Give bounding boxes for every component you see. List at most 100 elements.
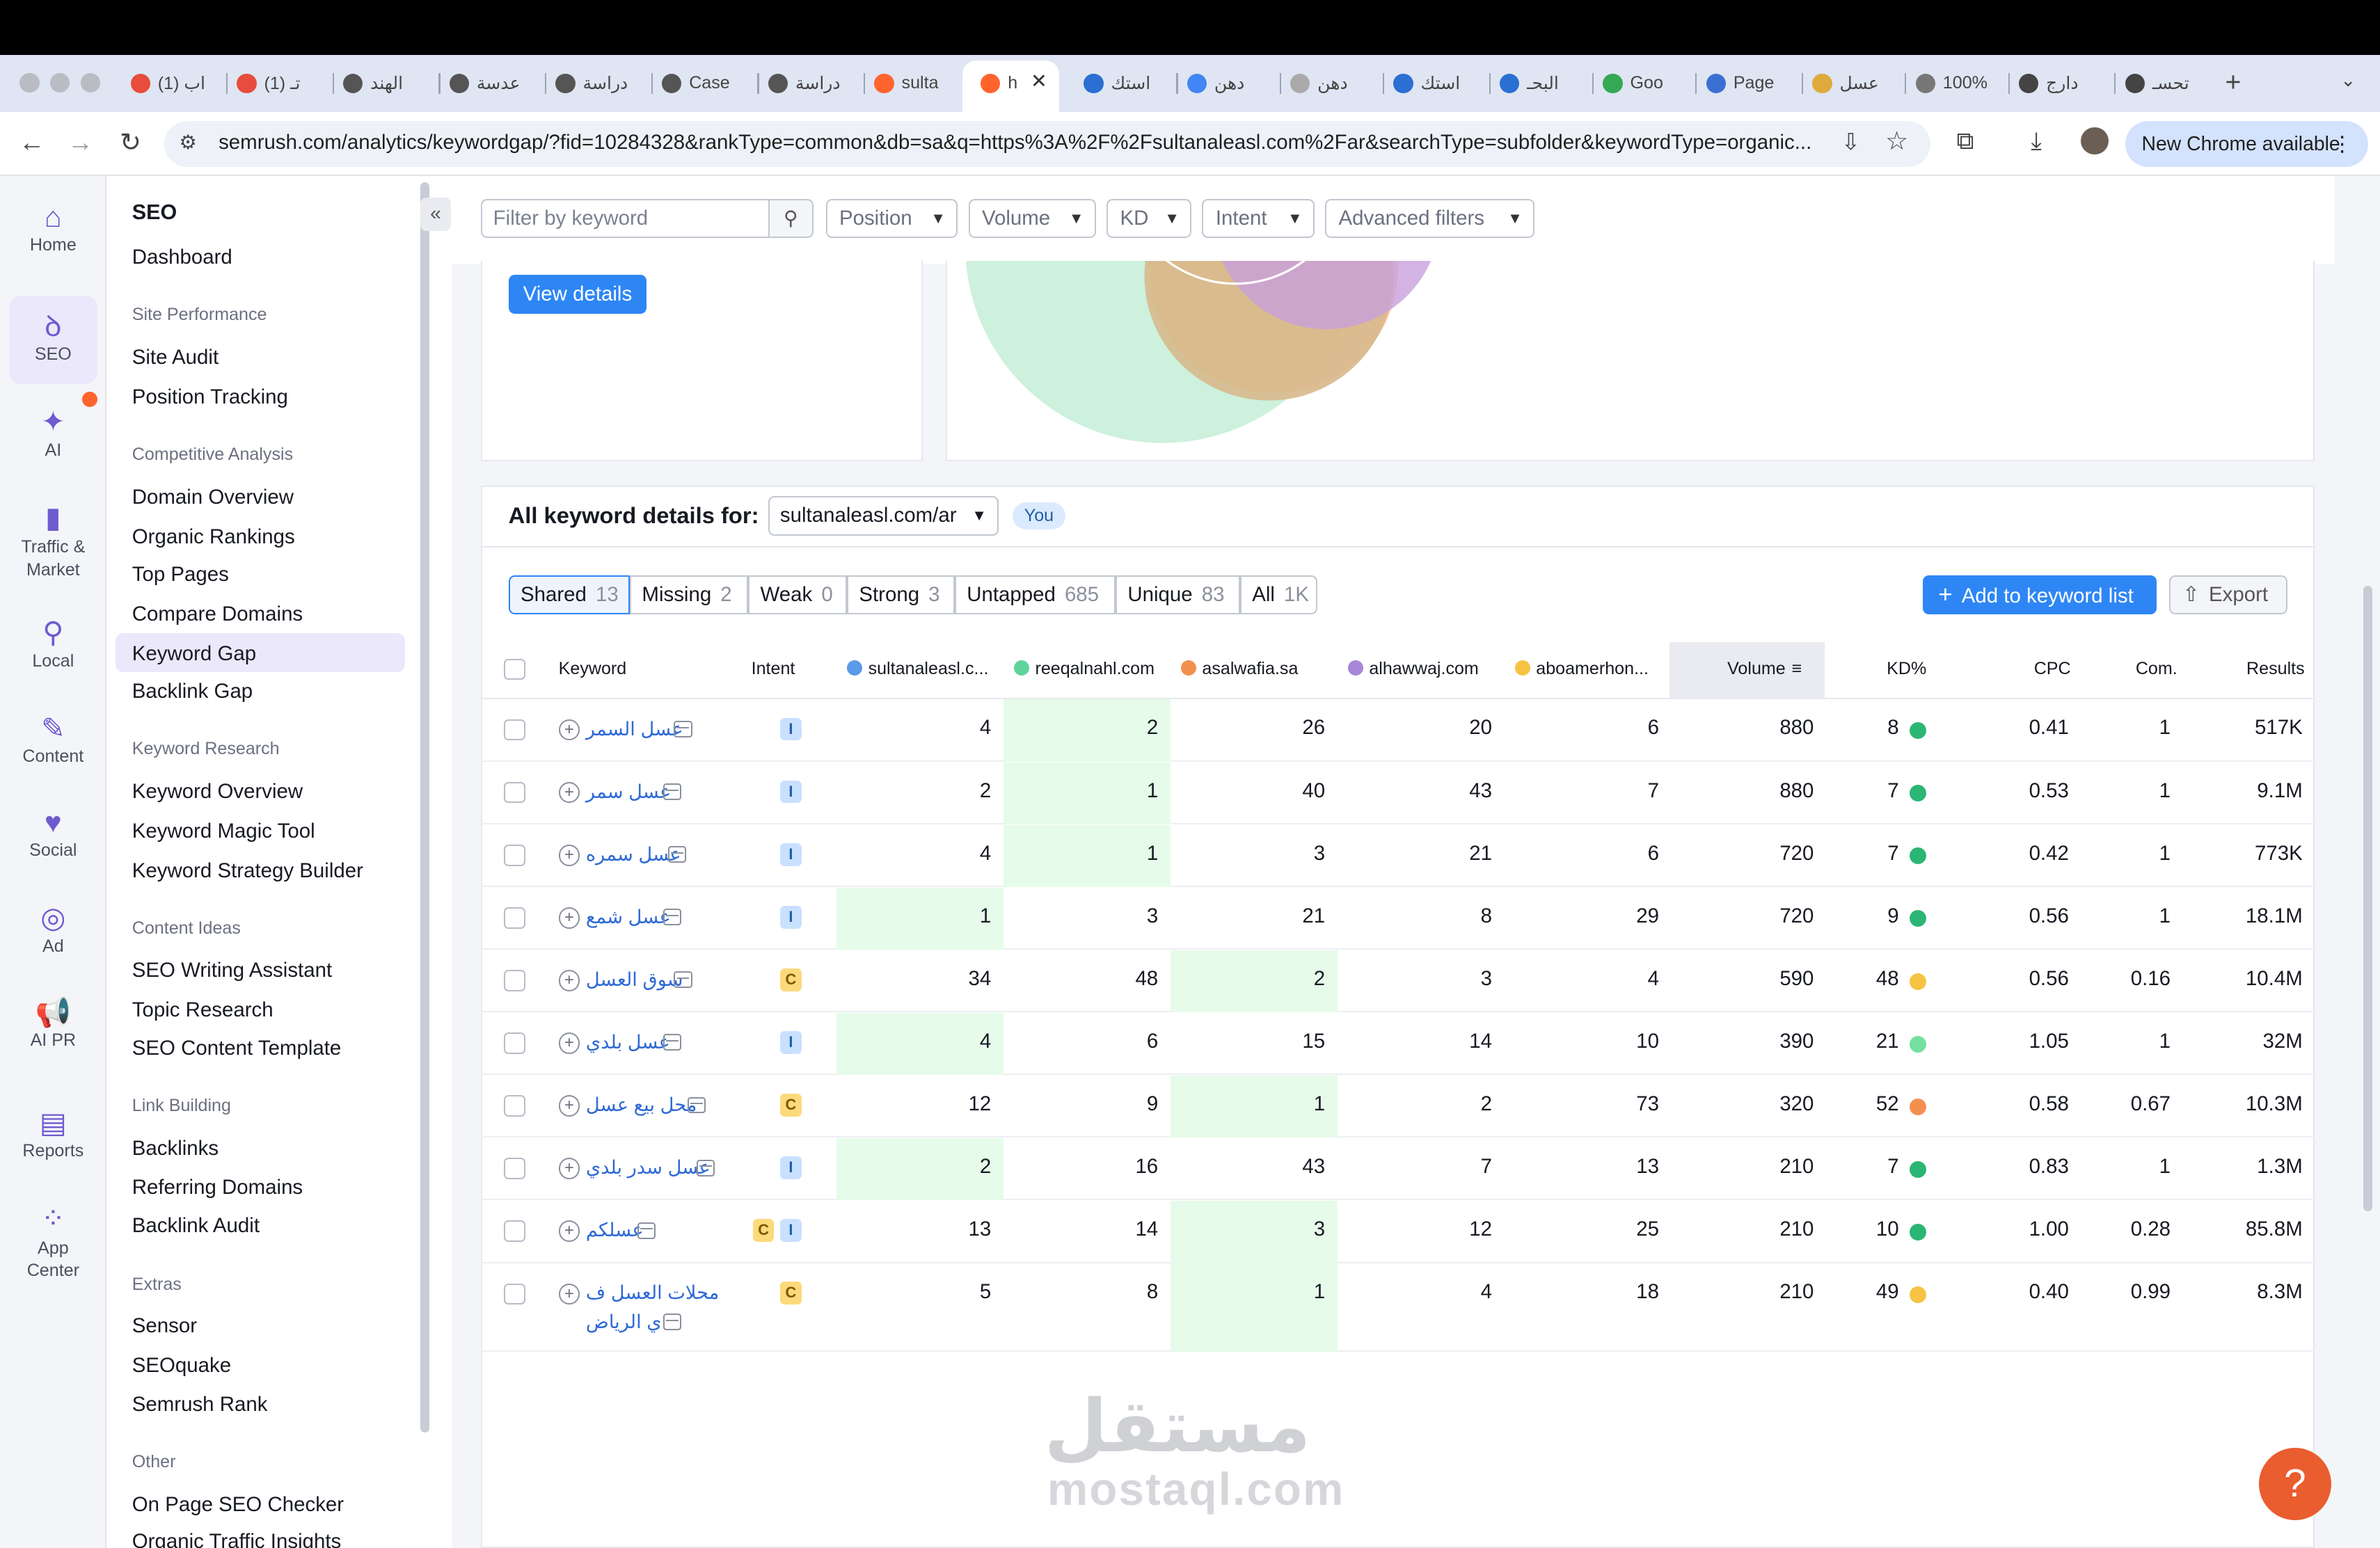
tab-unique[interactable]: Unique 83 (1116, 575, 1240, 615)
nav-backlinks[interactable]: Backlinks (132, 1136, 219, 1160)
search-icon[interactable]: ⚲ (768, 198, 814, 239)
rail-app-center[interactable]: ⁘ App Center (9, 1200, 97, 1282)
col-volume[interactable]: Volume ≡ (1727, 659, 1802, 679)
row-checkbox[interactable] (504, 1283, 525, 1305)
serp-features-icon[interactable] (674, 721, 692, 738)
nav-sensor[interactable]: Sensor (132, 1314, 198, 1337)
nav-keyword-gap[interactable]: Keyword Gap (132, 641, 257, 665)
keyword-link[interactable]: عسل سمره (585, 843, 681, 865)
add-keyword-icon[interactable]: + (558, 1095, 580, 1117)
new-tab-icon[interactable]: + (2225, 66, 2242, 97)
browser-tab[interactable]: (1) اب (130, 67, 216, 100)
nav-keyword-overview[interactable]: Keyword Overview (132, 780, 303, 804)
nav-scrollbar[interactable] (420, 182, 430, 1433)
collapse-nav-icon[interactable]: « (420, 197, 451, 231)
downloads-icon[interactable]: ⤓ (2031, 127, 2042, 155)
nav-keyword-magic-tool[interactable]: Keyword Magic Tool (132, 819, 315, 843)
window-close-button[interactable] (19, 72, 40, 93)
tab-missing[interactable]: Missing 2 (630, 575, 749, 615)
rail-home[interactable]: ⌂ Home (9, 199, 97, 255)
add-keyword-icon[interactable]: + (558, 970, 580, 991)
window-zoom-button[interactable] (80, 72, 100, 93)
page-scrollbar[interactable] (2363, 585, 2373, 1211)
rail-reports[interactable]: ▤ Reports (9, 1105, 97, 1161)
rail-content[interactable]: ✎ Content (9, 710, 97, 767)
col-domain-1[interactable]: sultanaleasl.c... (847, 659, 988, 679)
col-cpc[interactable]: CPC (2033, 658, 2071, 678)
serp-features-icon[interactable] (663, 909, 682, 926)
browser-tab[interactable]: Goo (1603, 67, 1688, 100)
keyword-link[interactable]: عسل السمر (585, 717, 683, 740)
keyword-link[interactable]: عسل شمع (585, 905, 671, 927)
serp-features-icon[interactable] (663, 1314, 682, 1331)
add-keyword-icon[interactable]: + (558, 719, 580, 741)
row-checkbox[interactable] (504, 1158, 525, 1179)
add-to-keyword-list-button[interactable]: + Add to keyword list (1923, 575, 2157, 615)
rail-ad[interactable]: ◎ Ad (9, 900, 97, 956)
col-intent[interactable]: Intent (751, 658, 795, 678)
add-keyword-icon[interactable]: + (558, 781, 580, 804)
add-keyword-icon[interactable]: + (558, 1032, 580, 1054)
keyword-link[interactable]: محل بيع عسل (585, 1094, 697, 1116)
row-checkbox[interactable] (504, 1095, 525, 1117)
browser-tab[interactable]: Case (661, 67, 747, 100)
nav-backlink-gap[interactable]: Backlink Gap (132, 680, 253, 703)
serp-features-icon[interactable] (674, 971, 692, 989)
row-checkbox[interactable] (504, 719, 525, 741)
close-tab-icon[interactable]: ✕ (1030, 70, 1047, 93)
volume-filter[interactable]: Volume ▼ (968, 198, 1096, 239)
nav-site-audit[interactable]: Site Audit (132, 346, 219, 369)
browser-tab[interactable]: دارج (2018, 67, 2104, 100)
position-filter[interactable]: Position ▼ (825, 198, 958, 239)
nav-organic-traffic-insights[interactable]: Organic Traffic Insights (132, 1529, 342, 1548)
browser-tab[interactable]: عدسة (449, 67, 534, 100)
nav-domain-overview[interactable]: Domain Overview (132, 485, 294, 509)
row-checkbox[interactable] (504, 1220, 525, 1243)
rail-social[interactable]: ♥ Social (9, 804, 97, 861)
row-checkbox[interactable] (504, 781, 525, 804)
tab-weak[interactable]: Weak 0 (748, 575, 848, 615)
browser-tab[interactable]: (1) تـ (237, 67, 322, 100)
rail-traffic[interactable]: ▮ Traffic & Market (9, 500, 97, 582)
nav-semrush-rank[interactable]: Semrush Rank (132, 1393, 268, 1417)
nav-top-pages[interactable]: Top Pages (132, 563, 229, 587)
browser-tab[interactable]: دهن (1187, 67, 1272, 100)
browser-tab[interactable]: استك (1393, 67, 1478, 100)
add-keyword-icon[interactable]: + (558, 845, 580, 866)
keyword-link[interactable]: عسل بلدي (585, 1031, 670, 1053)
col-results[interactable]: Results (2246, 658, 2305, 678)
add-keyword-icon[interactable]: + (558, 1158, 580, 1179)
site-info-icon[interactable]: ⚙ (179, 131, 197, 154)
active-tab[interactable] (962, 61, 1060, 113)
col-domain-2[interactable]: reeqalnahl.com (1013, 659, 1155, 679)
nav-compare-domains[interactable]: Compare Domains (132, 602, 303, 625)
serp-features-icon[interactable] (663, 783, 682, 801)
filter-by-keyword-input[interactable]: Filter by keyword (481, 198, 770, 239)
select-all-checkbox[interactable] (504, 658, 525, 680)
browser-tab[interactable]: 100% (1915, 67, 2001, 100)
nav-seo-content-template[interactable]: SEO Content Template (132, 1036, 342, 1060)
advanced-filters[interactable]: Advanced filters ▼ (1325, 198, 1535, 239)
install-app-icon[interactable]: ⇩ (1841, 129, 1861, 155)
rail-ai[interactable]: ✦ AI (9, 404, 97, 460)
browser-tab[interactable]: دراسة (555, 67, 640, 100)
tab-untapped[interactable]: Untapped 685 (954, 575, 1116, 615)
back-icon[interactable]: ← (19, 127, 45, 157)
nav-organic-rankings[interactable]: Organic Rankings (132, 525, 295, 548)
browser-tab[interactable]: استك (1084, 67, 1168, 100)
keyword-link[interactable]: محلات العسل ف (585, 1282, 720, 1304)
keyword-link[interactable]: عسلكم (585, 1219, 644, 1241)
profile-avatar[interactable] (2081, 127, 2109, 155)
browser-tab[interactable]: sulta (874, 67, 959, 100)
nav-keyword-strategy-builder[interactable]: Keyword Strategy Builder (132, 859, 363, 882)
col-kd[interactable]: KD% (1887, 658, 1927, 678)
forward-icon[interactable]: → (68, 127, 94, 157)
nav-seo-writing-assistant[interactable]: SEO Writing Assistant (132, 959, 333, 982)
new-chrome-available-button[interactable]: New Chrome available ⋮ (2125, 121, 2368, 167)
col-domain-5[interactable]: aboamerhon... (1514, 659, 1649, 679)
rail-aipr[interactable]: 📢 AI PR (9, 994, 97, 1051)
add-keyword-icon[interactable]: + (558, 1220, 580, 1243)
nav-dashboard[interactable]: Dashboard (132, 246, 232, 269)
tab-strong[interactable]: Strong 3 (847, 575, 955, 615)
browser-tab[interactable]: الهند (342, 67, 428, 100)
